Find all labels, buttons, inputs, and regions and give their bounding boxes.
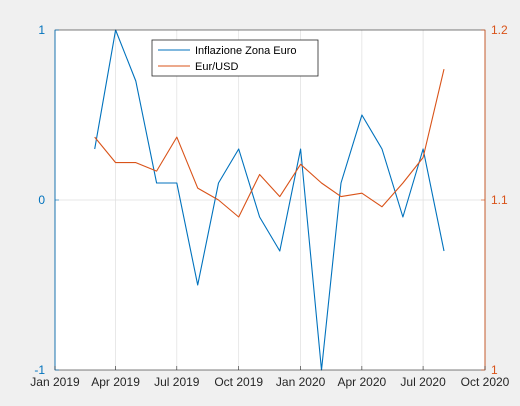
legend-box: [151, 39, 319, 77]
x-tick-label: Jan 2019: [30, 375, 80, 389]
x-tick-label: Apr 2019: [91, 375, 140, 389]
legend-label-inflazione: Inflazione Zona Euro: [195, 45, 297, 57]
legend-label-eurusd: Eur/USD: [195, 61, 238, 73]
y-left-tick-label: -1: [34, 363, 45, 377]
series-line-eurusd: [94, 68, 445, 218]
y-right-tick-label: 1.2: [491, 23, 508, 37]
series-line-inflazione: [94, 29, 445, 371]
y-left-tick-label: 1: [38, 23, 45, 37]
x-tick-label: Oct 2020: [461, 375, 510, 389]
x-tick-label: Jul 2019: [154, 375, 200, 389]
y-left-tick-label: 0: [38, 193, 45, 207]
x-tick-label: Jan 2020: [276, 375, 326, 389]
y-right-tick-label: 1: [491, 363, 498, 377]
x-tick-label: Apr 2020: [338, 375, 387, 389]
x-tick-label: Oct 2019: [214, 375, 263, 389]
grid: [55, 30, 485, 370]
x-tick-label: Jul 2020: [400, 375, 446, 389]
y-right-tick-label: 1.1: [491, 193, 508, 207]
series-lines: [94, 29, 445, 371]
legend: Inflazione Zona Euro Eur/USD: [151, 39, 319, 77]
axis-ticks: Jan 2019 Apr 2019 Jul 2019 Oct 2019 Jan 2020…: [30, 23, 509, 389]
